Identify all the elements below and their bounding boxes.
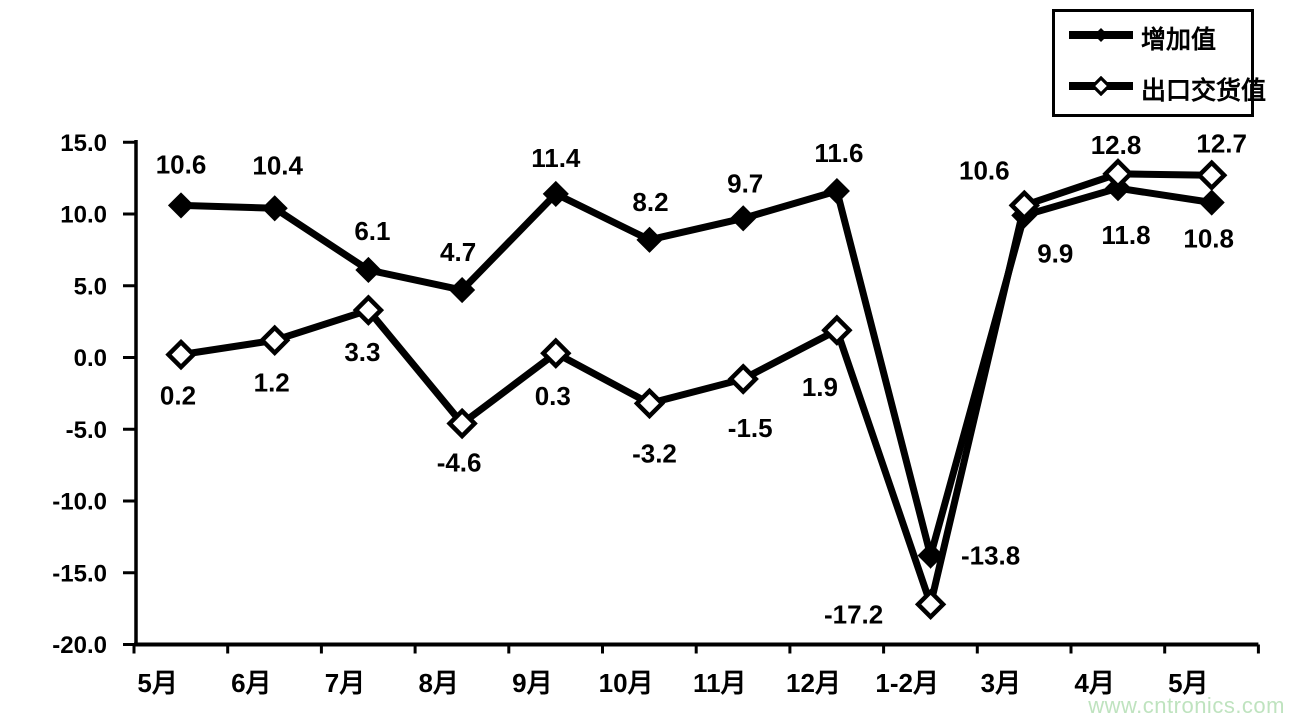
data-point-label: 3.3 <box>344 337 380 367</box>
x-axis-category-label: 4月 <box>1074 668 1114 698</box>
series-line-1 <box>180 170 1212 617</box>
data-point-label: 11.4 <box>531 143 581 173</box>
data-point-label: 10.6 <box>959 155 1010 185</box>
data-point-marker-filled-diamond <box>917 542 944 569</box>
data-point-marker-open-diamond <box>352 294 385 326</box>
x-axis-category-label: 11月 <box>693 668 747 698</box>
legend-label-zengjiazhi: 增加值 <box>1141 25 1217 54</box>
data-point-label: 11.6 <box>814 138 863 168</box>
legend-box: 增加值 出口交货值 <box>1052 9 1266 117</box>
data-point-label: -4.6 <box>437 448 482 478</box>
y-axis-tick-label: -15.0 <box>52 560 107 587</box>
x-axis-category-label: 3月 <box>981 668 1021 698</box>
data-point-marker-open-diamond <box>165 338 197 371</box>
data-point-label: 9.7 <box>727 168 763 198</box>
x-axis-category-label: 10月 <box>599 668 654 698</box>
data-point-marker-open-diamond <box>446 407 478 440</box>
x-axis-category-label: 9月 <box>512 668 552 698</box>
data-point-label: 0.3 <box>535 381 571 411</box>
data-point-marker-filled-diamond <box>542 180 569 207</box>
data-point-marker-open-diamond <box>1008 189 1040 222</box>
y-axis-tick-label: -5.0 <box>66 417 107 444</box>
y-axis-tick-label: -10.0 <box>52 489 107 516</box>
x-axis-category-label: 5月 <box>137 668 177 698</box>
data-point-marker-filled-diamond <box>823 177 850 205</box>
data-point-label: -1.5 <box>728 413 773 443</box>
data-point-marker-open-diamond <box>633 387 666 420</box>
data-point-marker-filled-diamond <box>730 205 757 232</box>
data-point-label: 12.7 <box>1196 128 1247 158</box>
data-point-label: 6.1 <box>354 216 390 246</box>
data-point-label: 8.2 <box>632 187 668 217</box>
legend-item-zengjiazhi: 增加值 <box>1068 20 1251 56</box>
data-point-marker-open-diamond <box>259 324 291 356</box>
data-point-label: -3.2 <box>632 438 677 468</box>
data-point-label: 10.6 <box>156 149 207 179</box>
data-point-label: 11.8 <box>1101 220 1150 250</box>
x-axis-category-label: 8月 <box>418 668 458 698</box>
data-point-marker-filled-diamond <box>355 256 382 284</box>
x-axis-category-label: 6月 <box>231 668 271 698</box>
open-diamond-line-icon <box>1068 75 1134 101</box>
data-point-marker-filled-diamond <box>261 195 288 222</box>
data-point-marker-open-diamond <box>914 588 947 621</box>
y-axis-tick-label: -20.0 <box>52 632 107 659</box>
data-point-label: 10.8 <box>1183 224 1234 254</box>
watermark: www.cntronics.com <box>1088 693 1285 718</box>
data-point-label: -13.8 <box>961 541 1020 571</box>
data-point-label: 1.2 <box>254 367 290 397</box>
data-point-marker-open-diamond <box>540 337 572 369</box>
data-point-label: 1.9 <box>802 372 838 402</box>
y-axis-tick-label: 15.0 <box>60 130 107 157</box>
data-point-label: 0.2 <box>160 381 196 411</box>
series-line-0 <box>180 184 1213 570</box>
data-point-marker-filled-diamond <box>636 226 663 253</box>
data-point-label: 4.7 <box>440 237 476 267</box>
x-axis-category-label: 7月 <box>325 668 365 698</box>
data-point-marker-filled-diamond <box>167 192 195 219</box>
data-point-marker-open-diamond <box>821 314 853 346</box>
y-axis-tick-label: 10.0 <box>60 202 107 229</box>
data-point-marker-filled-diamond <box>449 276 476 304</box>
filled-diamond-line-icon <box>1068 25 1134 50</box>
legend-item-chukoujiaohuozhi: 出口交货值 <box>1068 71 1266 107</box>
y-axis-tick-label: 0.0 <box>74 345 107 372</box>
x-axis-category-label: 12月 <box>786 668 841 698</box>
x-axis-category-label: 5月 <box>1168 668 1208 698</box>
data-point-marker-open-diamond <box>1196 159 1228 191</box>
data-point-marker-open-diamond <box>1102 158 1134 190</box>
x-axis-category-label: 1-2月 <box>875 668 939 698</box>
legend-label-chukoujiaohuozhi: 出口交货值 <box>1141 76 1267 105</box>
data-point-label: 10.4 <box>252 150 303 180</box>
data-point-label: 12.8 <box>1091 130 1142 160</box>
data-point-marker-open-diamond <box>727 363 759 395</box>
data-point-marker-filled-diamond <box>1198 189 1225 216</box>
data-point-label: 9.9 <box>1037 238 1073 268</box>
data-point-label: -17.2 <box>824 599 883 629</box>
y-axis-tick-label: 5.0 <box>74 273 107 300</box>
